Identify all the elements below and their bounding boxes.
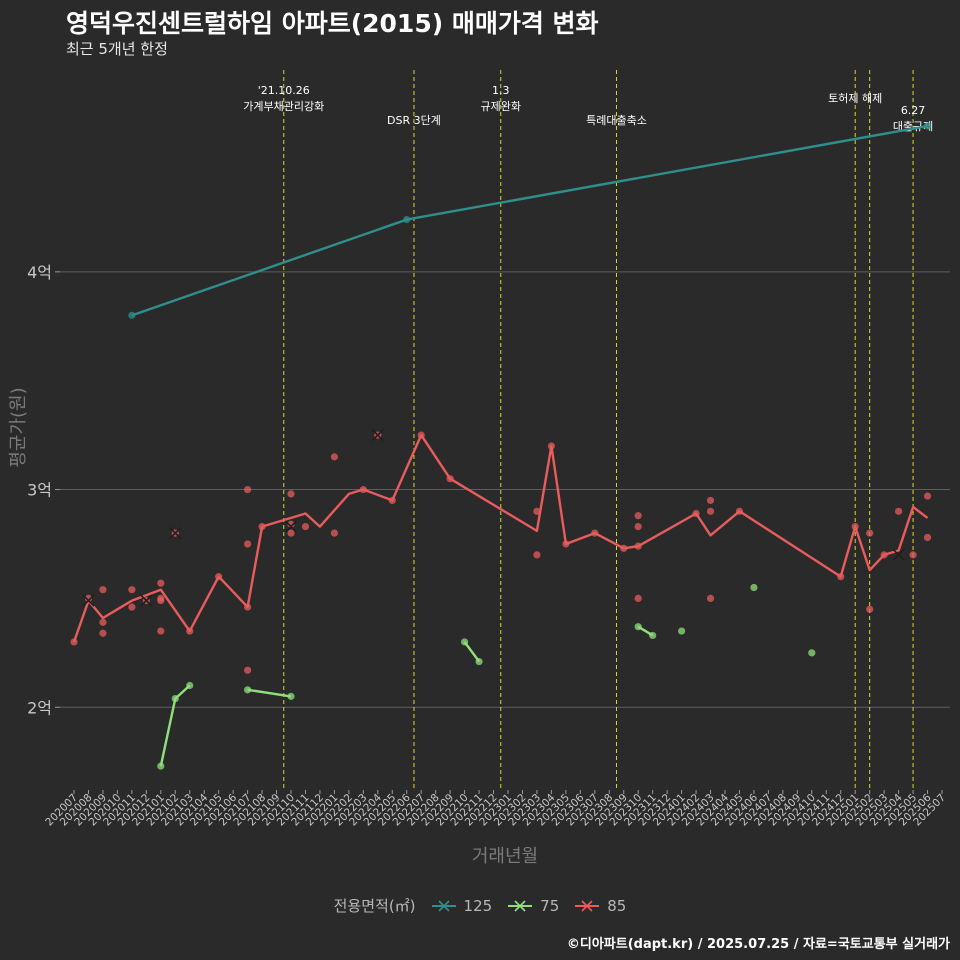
series-line-75 <box>247 688 292 698</box>
grid-lines <box>60 271 950 708</box>
x-axis-title: 거래년월 <box>472 846 538 867</box>
event-label-text: DSR 3단계 <box>387 114 441 127</box>
legend: 전용면적(㎡) 125 75 85 <box>0 895 960 916</box>
data-point-85 <box>301 522 310 531</box>
legend-item-125: 125 <box>430 896 493 915</box>
cross-marker-85 <box>82 594 95 607</box>
data-point-75 <box>678 627 686 635</box>
data-point-85 <box>706 496 715 505</box>
series-line-125 <box>131 124 928 317</box>
data-point-85 <box>287 529 295 537</box>
event-label-text: 규제완화 <box>481 100 521 113</box>
event-label-date: 1.3 <box>492 84 510 97</box>
data-point-85 <box>634 594 642 603</box>
data-point-85 <box>866 529 874 537</box>
legend-swatch-85 <box>575 899 600 912</box>
legend-item-85: 85 <box>573 897 626 915</box>
data-point-85 <box>157 579 165 587</box>
data-point-85 <box>128 586 136 594</box>
data-point-85 <box>330 453 338 461</box>
data-point-75 <box>750 583 758 592</box>
legend-title: 전용면적(㎡) <box>333 897 416 915</box>
legend-item-75: 75 <box>506 897 559 915</box>
series-line-75 <box>637 625 654 637</box>
data-point-85 <box>866 605 874 613</box>
data-point-85 <box>706 594 715 603</box>
data-point-85 <box>287 520 295 528</box>
y-axis-title: 평균가(원) <box>8 387 29 467</box>
chart-title: 영덕우진센트럴하임 아파트(2015) 매매가격 변화 <box>66 9 599 38</box>
data-point-125 <box>923 122 932 130</box>
data-point-85 <box>99 618 107 626</box>
event-label-text: 가계부채관리강화 <box>243 100 324 113</box>
data-point-75 <box>808 649 816 657</box>
event-label-text: 토허제 해제 <box>828 91 882 105</box>
legend-swatch-75 <box>508 899 533 912</box>
data-point-85 <box>128 603 136 611</box>
data-point-85 <box>634 512 642 520</box>
event-label-text: 특례대출축소 <box>586 114 647 127</box>
y-tick-label: 4억 <box>27 263 52 282</box>
source-caption: ©디아파트(dapt.kr) / 2025.07.25 / 자료=국토교통부 실… <box>566 937 950 952</box>
data-point-85 <box>99 586 107 594</box>
data-point-85 <box>157 627 165 635</box>
legend-label-125: 125 <box>463 896 493 915</box>
y-tick-label: 2억 <box>27 698 52 717</box>
data-point-85 <box>923 492 932 500</box>
data-point-85 <box>634 522 642 531</box>
cross-marker-85 <box>892 548 905 561</box>
data-point-85 <box>287 490 295 498</box>
cross-marker-85 <box>169 527 182 540</box>
cross-marker-85 <box>371 429 384 442</box>
legend-label-75: 75 <box>540 896 560 915</box>
data-point-85 <box>706 507 715 515</box>
data-point-85 <box>157 594 165 603</box>
cross-marker-85 <box>284 520 298 533</box>
data-point-85 <box>909 551 917 559</box>
data-point-85 <box>244 485 252 494</box>
event-label-date: '21.10.26 <box>258 84 310 97</box>
data-point-85 <box>923 533 932 542</box>
data-series <box>70 122 932 770</box>
y-tick-label: 3억 <box>27 481 52 500</box>
data-point-85 <box>99 629 107 637</box>
cross-marker-85 <box>140 594 153 607</box>
legend-label-85: 85 <box>607 896 627 915</box>
axes: 2억3억4억평균가(원)2020072020082020092020102020… <box>8 263 948 867</box>
data-point-85 <box>244 540 252 548</box>
event-label-date: 6.27 <box>901 104 926 117</box>
series-line-75 <box>463 641 481 663</box>
data-point-85 <box>895 507 903 515</box>
data-point-85 <box>244 666 252 674</box>
data-point-85 <box>84 594 93 603</box>
legend-swatch-125 <box>431 899 456 912</box>
series-line-85 <box>72 433 929 643</box>
data-point-85 <box>330 529 338 537</box>
data-point-85 <box>533 551 541 559</box>
series-line-75 <box>159 684 191 767</box>
chart-subtitle: 최근 5개년 한정 <box>66 40 168 58</box>
